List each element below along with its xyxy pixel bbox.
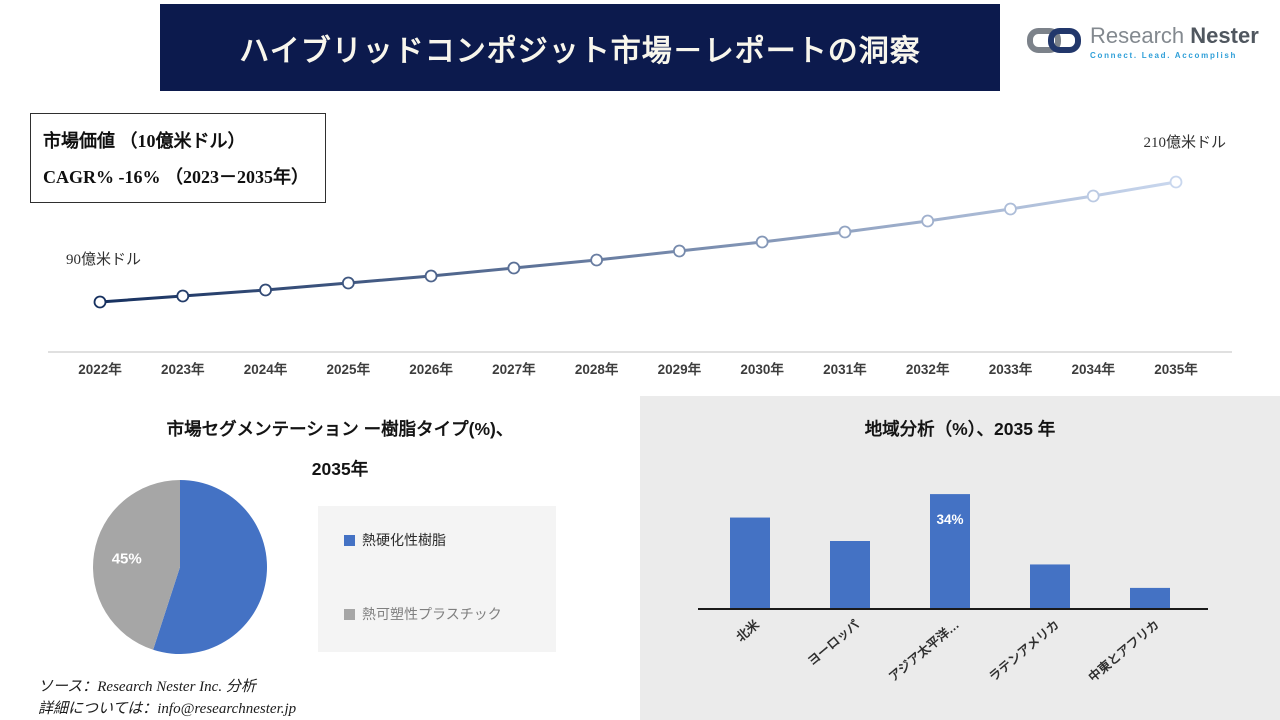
bar-category-label: 北米 <box>733 616 762 644</box>
legend-swatch-blue <box>344 534 355 546</box>
bar-category-label: アジア太平洋… <box>886 617 962 684</box>
bar-category-label: 中東とアフリカ <box>1085 617 1162 685</box>
logo-text: Research Nester Connect. Lead. Accomplis… <box>1090 22 1259 60</box>
data-point-marker <box>93 295 107 309</box>
data-point-marker <box>921 214 935 228</box>
source-footer: ソース：Research Nester Inc. 分析 詳細については：info… <box>38 676 296 720</box>
x-axis-tick-label: 2028年 <box>575 361 619 377</box>
data-point-marker <box>176 289 190 303</box>
trend-line <box>99 180 1177 304</box>
bar-3 <box>1030 564 1070 608</box>
line-end-value-label: 210億米ドル <box>1143 135 1226 151</box>
legend-label: 熱硬化性樹脂 <box>362 532 446 548</box>
x-axis-tick-label: 2030年 <box>740 361 784 377</box>
data-point-marker <box>838 225 852 239</box>
legend-item-thermoplastic: 熱可塑性プラスチック <box>344 604 502 624</box>
x-axis-tick-label: 2032年 <box>906 361 950 377</box>
x-axis-tick-label: 2029年 <box>658 361 702 377</box>
x-axis-tick-label: 2033年 <box>989 361 1033 377</box>
data-point-marker <box>1004 202 1017 216</box>
x-axis-tick-label: 2022年 <box>78 361 122 377</box>
pie-slice-1 <box>93 480 180 650</box>
page-title: ハイブリッドコンポジット市場－レポートの洞察 <box>239 34 921 68</box>
pie-title-line2: 2035年 <box>311 459 369 479</box>
brand-second: Nester <box>1190 23 1259 48</box>
data-point-marker <box>341 276 355 290</box>
pie-title-line1: 市場セグメンテーション ー樹脂タイプ(%)、 <box>166 419 514 439</box>
pie-chart: 45% <box>93 480 267 654</box>
x-axis-tick-label: 2031年 <box>823 361 867 377</box>
legend-label: 熱可塑性プラスチック <box>362 606 502 622</box>
cagr-label: CAGR% -16% （2023－2035年） <box>43 167 309 187</box>
contact-line: 詳細については：info@researchnester.jp <box>38 701 297 717</box>
bar-4 <box>1130 587 1170 608</box>
x-axis-tick-label: 2025年 <box>327 361 371 377</box>
pie-slice-0 <box>153 480 267 654</box>
research-nester-logo: Research Nester Connect. Lead. Accomplis… <box>1026 22 1259 60</box>
bar-0 <box>730 517 770 608</box>
bar-chart: 北米 ヨーロッパ アジア太平洋… ラテンアメリカ 中東とアフリカ 34% <box>698 494 1208 685</box>
x-axis-tick-label: 2024年 <box>244 361 288 377</box>
line-start-value-label: 90億米ドル <box>66 252 142 268</box>
data-point-marker <box>1169 175 1183 189</box>
market-value-label: 市場価値 （10億米ドル） <box>43 131 246 151</box>
pie-data-label: 45% <box>112 551 142 568</box>
market-value-line-chart-section: 2022年 2023年 2024年 2025年 2026年 2027年 2028年 2029年… <box>0 92 1280 392</box>
data-point-marker <box>1086 189 1100 203</box>
bar-category-label: ヨーロッパ <box>805 617 862 668</box>
brand-name: Research Nester <box>1090 23 1259 48</box>
line-chart: 2022年 2023年 2024年 2025年 2026年 2027年 2028年 2029年… <box>48 175 1232 377</box>
legend-item-thermoset: 熱硬化性樹脂 <box>344 530 446 550</box>
bar-chart-title: 地域分析（%）、2035 年 <box>864 419 1056 439</box>
pie-legend: 熱硬化性樹脂 熱可塑性プラスチック <box>318 506 556 652</box>
header-banner: ハイブリッドコンポジット市場－レポートの洞察 <box>160 4 1000 91</box>
chain-link-icon <box>1027 28 1081 53</box>
legend-swatch-gray <box>344 608 355 620</box>
data-point-marker <box>755 235 769 249</box>
x-axis-tick-label: 2027年 <box>492 361 536 377</box>
data-point-marker <box>590 253 604 267</box>
data-point-marker <box>672 244 686 258</box>
data-point-marker <box>424 269 438 283</box>
market-value-info-box: 市場価値 （10億米ドル） CAGR% -16% （2023－2035年） <box>30 113 326 203</box>
brand-first: Research <box>1090 23 1185 48</box>
bar-1 <box>830 541 870 608</box>
x-axis-tick-label: 2035年 <box>1154 361 1198 377</box>
regional-bar-section: 地域分析（%）、2035 年 北米 ヨーロッパ アジア太平洋… ラテンアメリカ 中東とア… <box>640 396 1280 720</box>
x-axis-tick-label: 2023年 <box>161 361 205 377</box>
bar-2 <box>930 494 970 608</box>
brand-tagline: Connect. Lead. Accomplish <box>1090 51 1238 61</box>
pie-chart-title: 市場セグメンテーション ー樹脂タイプ(%)、 2035年 <box>70 416 610 481</box>
bar-data-label: 34% <box>936 512 963 527</box>
bar-category-label: ラテンアメリカ <box>986 618 1062 685</box>
data-point-marker <box>259 283 272 297</box>
data-point-marker <box>507 261 521 275</box>
x-axis-tick-label: 2026年 <box>409 361 453 377</box>
x-axis-tick-label: 2034年 <box>1071 361 1115 377</box>
source-line: ソース：Research Nester Inc. 分析 <box>38 679 256 695</box>
segmentation-pie-section: 市場セグメンテーション ー樹脂タイプ(%)、 2035年 45% 熱硬化性樹脂 … <box>0 396 640 720</box>
